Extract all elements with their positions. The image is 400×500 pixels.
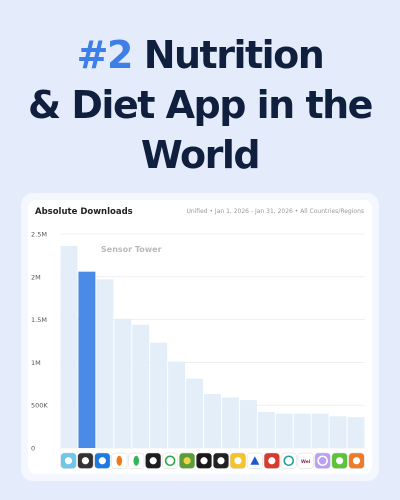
icon-glyph: [64, 457, 73, 465]
y-tick-label: 1.5M: [31, 316, 47, 324]
y-tick-label: 1M: [31, 359, 41, 367]
green-ring-icon: [162, 452, 179, 469]
bar: [78, 271, 96, 448]
bar: [275, 413, 293, 448]
icon-glyph: [283, 455, 295, 467]
bar: [60, 245, 78, 448]
y-tick-label: 2M: [31, 273, 41, 281]
icon-glyph: [164, 455, 176, 467]
icon-glyph: [335, 457, 344, 465]
rank-label: #2: [76, 33, 134, 77]
bar: [257, 412, 275, 448]
headline-line-3: World: [140, 133, 261, 177]
headline-line-1: #2 Nutrition: [0, 30, 400, 80]
bar: [114, 318, 132, 448]
bar: [293, 413, 311, 448]
chart-card: Absolute Downloads Unified • Jan 1, 2026…: [21, 193, 379, 481]
sensor-tower-watermark: Sensor Tower: [101, 245, 162, 254]
purple-ring-icon: [314, 452, 331, 469]
text-logo-icon: [297, 452, 314, 469]
bar: [311, 413, 329, 448]
icon-glyph: [116, 455, 123, 466]
icon-text: Wel: [301, 459, 311, 465]
chart-title: Absolute Downloads: [35, 207, 133, 217]
bar: [132, 324, 150, 448]
y-tick-label: 0: [31, 445, 35, 453]
chart-subtitle: Unified • Jan 1, 2026 - Jan 31, 2026 • A…: [186, 208, 364, 215]
bar: [329, 416, 347, 448]
icon-glyph: [250, 456, 260, 465]
bar: [186, 378, 204, 448]
icon-glyph: [268, 457, 276, 465]
icon-glyph: [133, 455, 140, 466]
bar: [150, 342, 168, 448]
icon-glyph: [217, 457, 225, 465]
bar: [239, 400, 257, 448]
teal-circle-icon: [280, 452, 297, 469]
icon-glyph: [149, 457, 157, 465]
bar: [96, 279, 114, 448]
icon-glyph: [98, 457, 106, 465]
downloads-chart: 0 500K 1M 1.5M 2M 2.5M Sensor Tower Wel: [31, 231, 365, 469]
headline-line-2: & Diet App in the: [28, 83, 373, 127]
y-tick-label: 2.5M: [31, 231, 47, 239]
icon-glyph: [200, 457, 208, 465]
bar: [168, 361, 186, 448]
icon-glyph: [352, 457, 361, 465]
icon-glyph: [317, 455, 328, 467]
bar: [347, 417, 365, 448]
headline: #2 Nutrition & Diet App in the World: [0, 30, 400, 180]
icon-glyph: [81, 457, 90, 465]
bar: [204, 394, 221, 448]
headline-category: Nutrition: [143, 33, 325, 77]
icon-glyph: [183, 457, 191, 465]
y-tick-label: 500K: [31, 402, 48, 410]
bar: [221, 397, 239, 448]
chart-panel: Absolute Downloads Unified • Jan 1, 2026…: [28, 200, 372, 474]
icon-glyph: [234, 457, 242, 465]
